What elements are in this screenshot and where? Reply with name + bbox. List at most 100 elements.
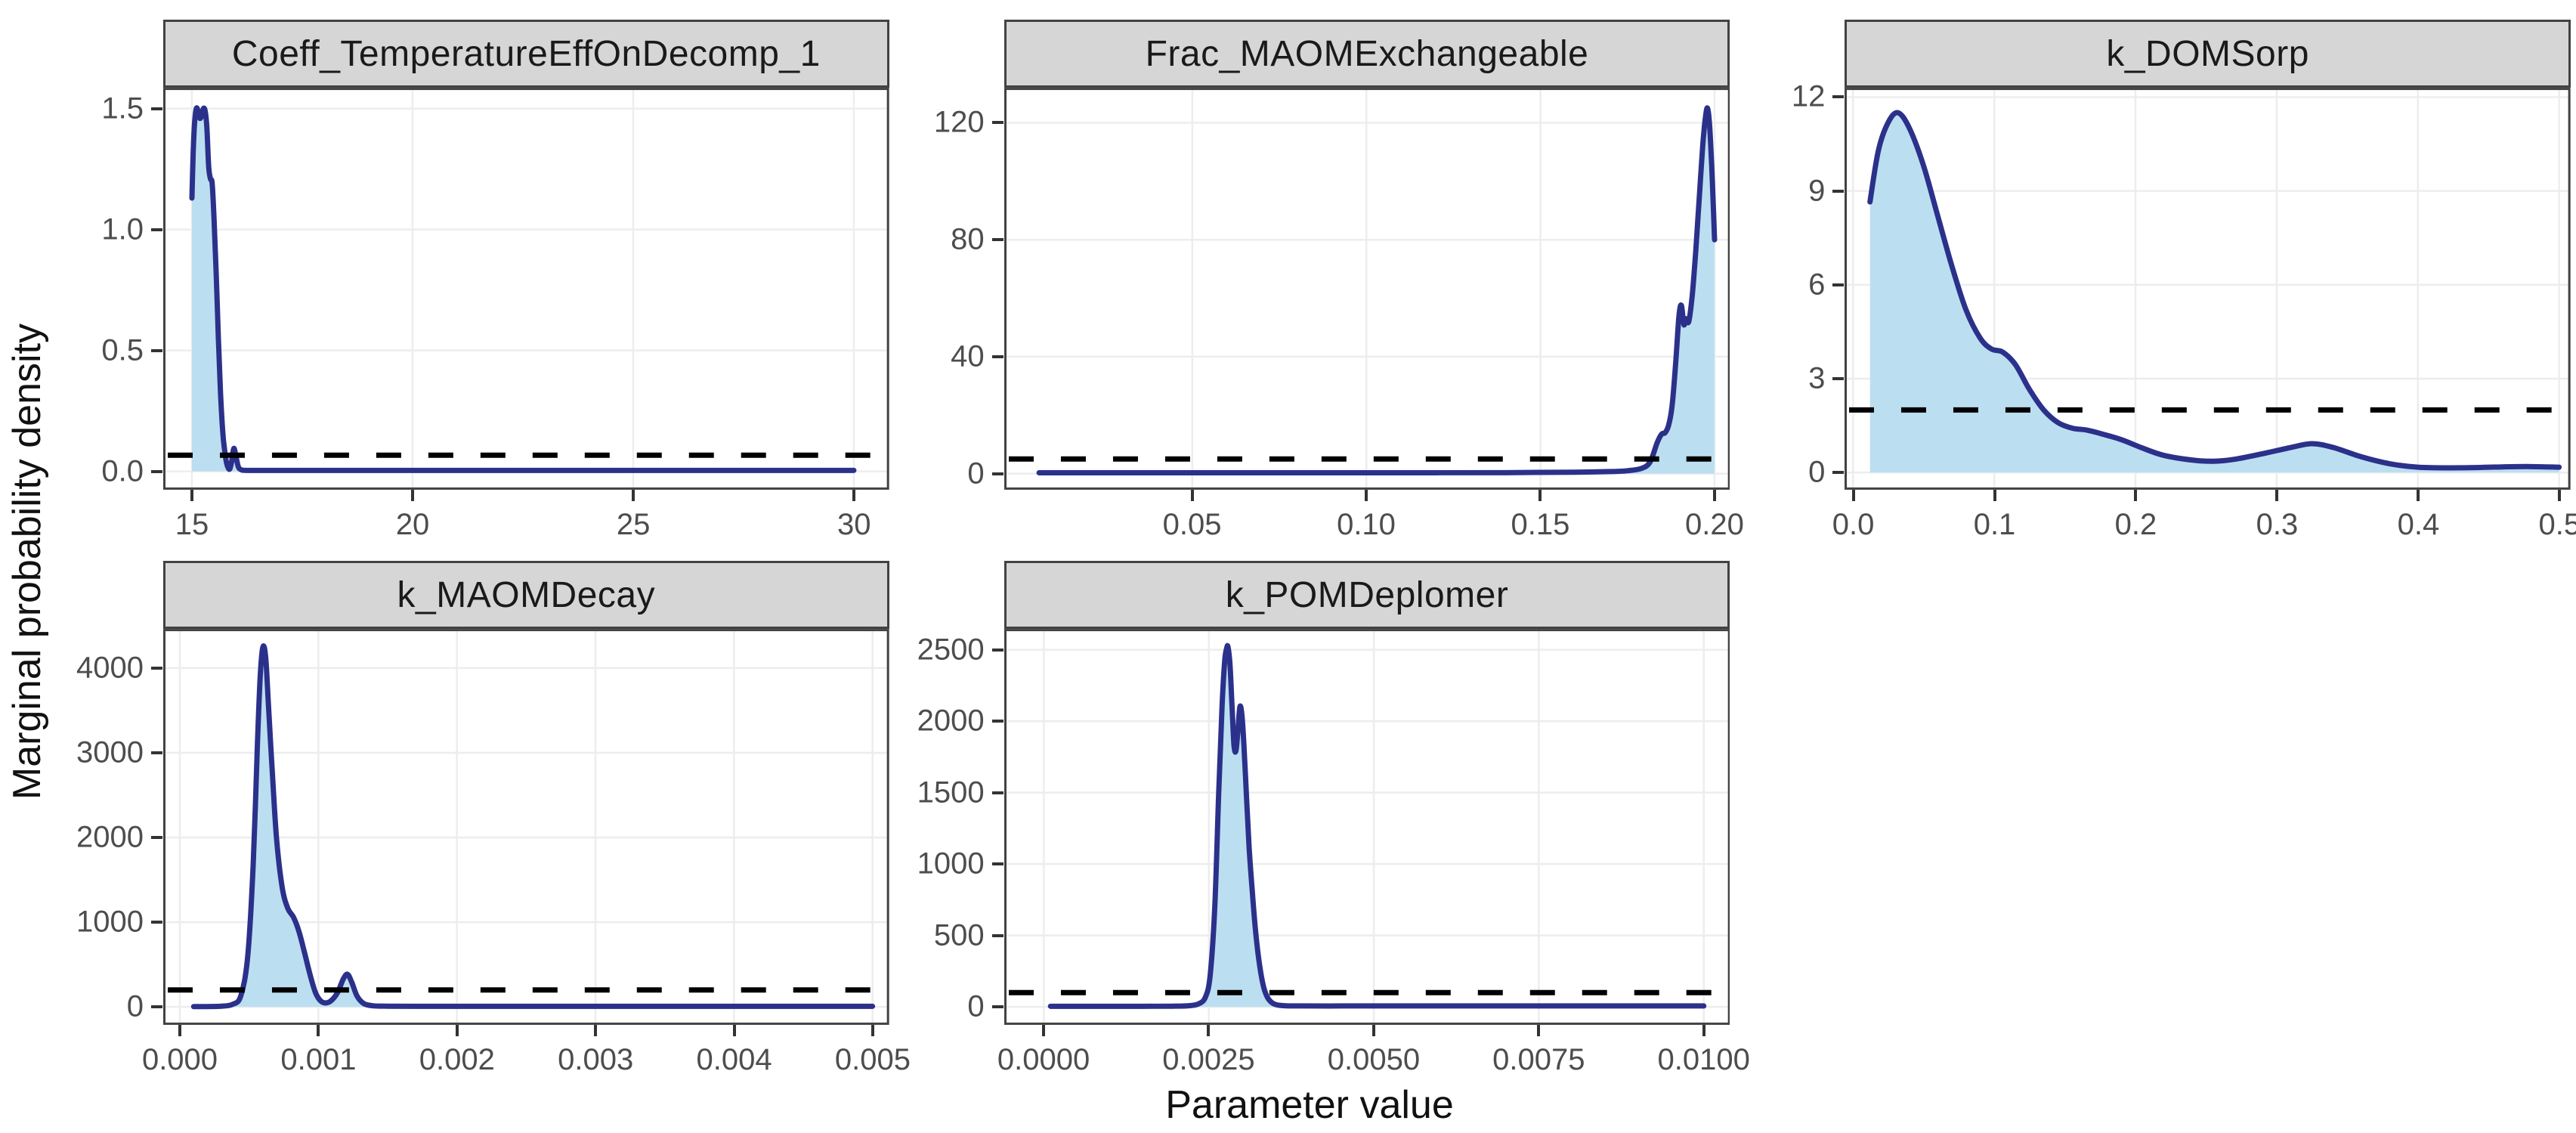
x-tick-label: 0.3 — [2256, 508, 2299, 541]
y-tick-label: 3000 — [76, 735, 144, 769]
x-tick-label: 0.4 — [2397, 508, 2440, 541]
x-axis-ticks: 0.0000 0.0025 0.0050 0.0075 0.0100 — [997, 1025, 1750, 1084]
y-tick-label: 9 — [1808, 174, 1826, 208]
y-tick-label: 80 — [951, 222, 985, 256]
x-tick-label: 0.0100 — [1657, 1043, 1750, 1076]
density-plot-svg — [163, 629, 889, 1025]
x-tick-label: 0.000 — [141, 1043, 218, 1076]
y-tick-label: 0 — [126, 989, 144, 1023]
y-tick-mark — [991, 862, 1003, 866]
density-plot-svg — [1003, 88, 1730, 490]
x-tick-mark — [1538, 490, 1542, 501]
y-tick-label: 12 — [1791, 79, 1826, 113]
x-tick-label: 0.5 — [2538, 508, 2576, 541]
x-tick-mark — [1190, 490, 1194, 501]
x-tick-label: 0.0025 — [1162, 1043, 1255, 1076]
y-axis-ticks: 0 40 80 120 — [889, 88, 1004, 490]
y-axis-title-text: Marginal probability density — [5, 323, 49, 800]
y-tick-label: 1000 — [76, 905, 144, 939]
x-tick-mark — [732, 1025, 736, 1036]
x-tick-label: 0.003 — [558, 1043, 634, 1076]
y-axis-title: Marginal probability density — [3, 89, 51, 1034]
y-tick-label: 1.0 — [101, 212, 144, 246]
y-tick-mark — [991, 648, 1003, 652]
plot-area — [163, 88, 889, 490]
y-tick-label: 3 — [1808, 361, 1826, 395]
y-tick-label: 1000 — [917, 847, 985, 881]
facet-panel: Frac_MAOMExchangeable 0 40 80 120 0.05 0.10 0… — [889, 20, 1744, 549]
panel-border — [163, 88, 889, 490]
y-tick-label: 4000 — [76, 651, 144, 685]
y-tick-mark — [151, 469, 162, 473]
y-tick-label: 0 — [1808, 455, 1826, 489]
density-fill — [1050, 645, 1704, 1008]
x-tick-mark — [411, 490, 415, 501]
y-tick-mark — [991, 354, 1003, 358]
x-tick-label: 0.005 — [834, 1043, 911, 1076]
density-fill — [193, 645, 873, 1008]
x-tick-label: 0.15 — [1511, 508, 1570, 541]
facet-strip-title: k_MAOMDecay — [163, 561, 889, 629]
x-axis-title: Parameter value — [1165, 1083, 1454, 1127]
x-tick-mark — [1993, 490, 1996, 501]
y-tick-mark — [151, 751, 162, 754]
facet-panel: Coeff_TemperatureEffOnDecomp_1 0.0 0.5 1.0… — [48, 20, 889, 549]
x-axis-ticks: 0.000 0.001 0.002 0.003 0.004 0.005 — [142, 1025, 911, 1084]
y-tick-mark — [991, 1005, 1003, 1009]
plot-area — [1003, 88, 1730, 490]
x-tick-label: 0.002 — [419, 1043, 495, 1076]
y-tick-label: 0.0 — [101, 454, 144, 488]
y-tick-mark — [991, 720, 1003, 723]
density-fill — [1870, 112, 2559, 473]
x-tick-mark — [632, 490, 635, 501]
y-tick-label: 2000 — [76, 820, 144, 854]
x-tick-mark — [2558, 490, 2562, 501]
density-fill — [1038, 107, 1715, 474]
y-tick-mark — [991, 121, 1003, 125]
x-axis-ticks: 0.0 0.1 0.2 0.3 0.4 0.5 — [1832, 490, 2576, 549]
facet-strip-title: k_DOMSorp — [1845, 20, 2571, 88]
plot-area — [163, 629, 889, 1025]
y-tick-label: 500 — [933, 918, 985, 952]
x-tick-mark — [1851, 490, 1855, 501]
y-axis-ticks: 0.0 0.5 1.0 1.5 — [48, 88, 163, 490]
y-tick-mark — [151, 921, 162, 924]
x-tick-label: 0.2 — [2114, 508, 2157, 541]
x-tick-label: 0.004 — [696, 1043, 772, 1076]
y-tick-mark — [1832, 283, 1845, 286]
facet-strip-title: k_POMDeplomer — [1003, 561, 1730, 629]
x-tick-mark — [1042, 1025, 1046, 1036]
x-tick-label: 0.001 — [280, 1043, 357, 1076]
x-tick-label: 0.10 — [1337, 508, 1396, 541]
y-tick-mark — [151, 348, 162, 352]
y-tick-label: 1500 — [917, 775, 985, 810]
facet-grid: Coeff_TemperatureEffOnDecomp_1 0.0 0.5 1.0… — [48, 20, 2576, 1084]
y-tick-mark — [1832, 377, 1845, 381]
x-tick-label: 25 — [616, 508, 651, 541]
x-tick-mark — [871, 1025, 874, 1036]
x-tick-mark — [2134, 490, 2138, 501]
x-tick-label: 0.20 — [1684, 508, 1744, 541]
x-tick-mark — [2417, 490, 2420, 501]
x-tick-label: 0.1 — [1973, 508, 2016, 541]
x-tick-mark — [1365, 490, 1368, 501]
y-tick-mark — [991, 791, 1003, 794]
density-curve — [1036, 105, 1718, 476]
facet-panel: k_POMDeplomer 0 500 1000 1500 2000 2500 0.000… — [889, 561, 1750, 1084]
y-axis-ticks: 0 1000 2000 3000 4000 — [48, 629, 163, 1025]
y-tick-label: 0 — [967, 457, 985, 491]
panel-border — [163, 629, 889, 1025]
density-curve — [189, 105, 857, 473]
y-tick-mark — [991, 933, 1003, 937]
y-tick-label: 0.5 — [101, 333, 144, 367]
x-tick-label: 0.0075 — [1492, 1043, 1585, 1076]
plot-area — [1003, 629, 1730, 1025]
y-axis-ticks: 0 500 1000 1500 2000 2500 — [889, 629, 1004, 1025]
y-tick-mark — [151, 666, 162, 670]
y-tick-mark — [991, 472, 1003, 475]
x-tick-mark — [190, 490, 193, 501]
y-tick-label: 120 — [933, 105, 985, 139]
facet-panel: k_DOMSorp 0 3 6 9 12 0.0 0.1 0.2 0.3 0.4 0.5 — [1730, 20, 2576, 549]
x-tick-label: 0.05 — [1162, 508, 1222, 541]
